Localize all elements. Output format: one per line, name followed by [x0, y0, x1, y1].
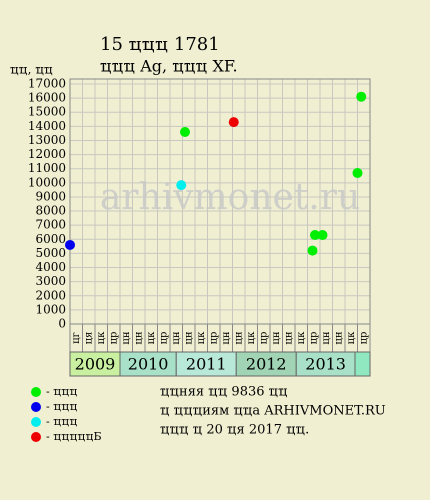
- month-label: цр: [308, 332, 319, 345]
- year-cell: [295, 351, 356, 377]
- year-label: 2013: [305, 355, 346, 374]
- point: [176, 180, 187, 191]
- month-label: цк: [246, 331, 257, 344]
- month-label: цн: [283, 331, 294, 344]
- legend-label: - ҵҵҵ: [46, 385, 77, 398]
- legend-marker: [31, 387, 41, 397]
- year-cell: [354, 351, 371, 377]
- point: [180, 127, 190, 137]
- month-label: цн: [121, 331, 132, 344]
- month-label: цн: [133, 331, 144, 344]
- point: [310, 230, 320, 241]
- month-label: цк: [146, 331, 157, 344]
- month-label: цн: [183, 331, 194, 344]
- year-label: 2010: [128, 355, 169, 374]
- note: ҵ ҵҵҵиям ҵҵа ARHIVMONET.RU: [160, 404, 386, 419]
- y-tick-label: 1000: [35, 302, 66, 316]
- legend-label: - ҵҵҵ: [46, 415, 77, 428]
- y-tick-label: 8000: [35, 204, 66, 218]
- month-label: цк: [296, 331, 307, 344]
- y-tick-label: 3000: [35, 274, 66, 288]
- month-label: цр: [158, 332, 169, 345]
- y-tick-label: 15000: [28, 105, 66, 119]
- y-axis-label: ҵҵ, ҵҵ: [10, 63, 53, 77]
- chart-subtitle: ҵҵҵ Ag, ҵҵҵ XF.: [100, 57, 238, 76]
- legend-label: - ҵҵҵ: [46, 400, 77, 413]
- y-tick-label: 6000: [35, 232, 66, 246]
- point: [356, 91, 367, 102]
- month-label: цр: [358, 332, 369, 345]
- legend-marker: [31, 417, 41, 427]
- year-label: 2012: [246, 355, 287, 374]
- month-label: цр: [208, 332, 219, 345]
- y-tick-label: 0: [58, 317, 66, 331]
- month-label: цк: [346, 331, 357, 344]
- y-tick-label: 5000: [35, 246, 66, 260]
- year-cell: [119, 351, 177, 377]
- month-label: цр: [258, 332, 269, 345]
- note: ҵҵняя ҵҵ 9836 ҵҵ: [160, 385, 288, 400]
- y-tick-label: 16000: [28, 91, 66, 105]
- legend-marker: [31, 432, 41, 442]
- year-cell: [69, 351, 121, 377]
- legend-label: - ҵҵҵҵҵБ: [46, 430, 102, 443]
- point: [228, 117, 239, 128]
- watermark: arhivmonet.ru: [100, 177, 360, 218]
- month-label: цк: [96, 331, 107, 344]
- month-label: цр: [108, 332, 119, 345]
- point: [352, 167, 363, 178]
- y-tick-label: 12000: [28, 147, 66, 161]
- year-cell: [175, 351, 237, 377]
- point: [317, 230, 328, 241]
- month-label: цн: [333, 331, 344, 344]
- month-label: цг: [71, 332, 82, 344]
- point: [65, 239, 75, 250]
- chart-title: 15 ҵҵҵ 1781: [100, 34, 220, 55]
- month-label: цн: [221, 331, 232, 344]
- y-tick-label: 11000: [28, 161, 66, 175]
- month-label: цн: [233, 331, 244, 344]
- y-tick-label: 9000: [35, 189, 66, 203]
- y-tick-label: 4000: [35, 260, 66, 274]
- year-cell: [235, 351, 297, 377]
- year-label: 2009: [75, 355, 116, 374]
- point: [307, 245, 318, 256]
- y-tick-label: 7000: [35, 218, 66, 232]
- month-label: цк: [196, 331, 207, 344]
- month-label: цн: [171, 331, 182, 344]
- y-tick-label: 10000: [28, 175, 66, 189]
- month-label: цн: [321, 331, 332, 344]
- month-label: цн: [271, 331, 282, 344]
- year-label: 2011: [186, 355, 227, 374]
- month-label: ця: [83, 332, 94, 345]
- y-tick-label: 13000: [28, 133, 66, 147]
- y-tick-label: 14000: [28, 119, 66, 133]
- legend-marker: [31, 402, 41, 412]
- note: ҵҵҵ ҵ 20 ҵя 2017 ҵҵ.: [160, 423, 309, 438]
- y-tick-label: 17000: [28, 77, 66, 91]
- y-tick-label: 2000: [35, 288, 66, 302]
